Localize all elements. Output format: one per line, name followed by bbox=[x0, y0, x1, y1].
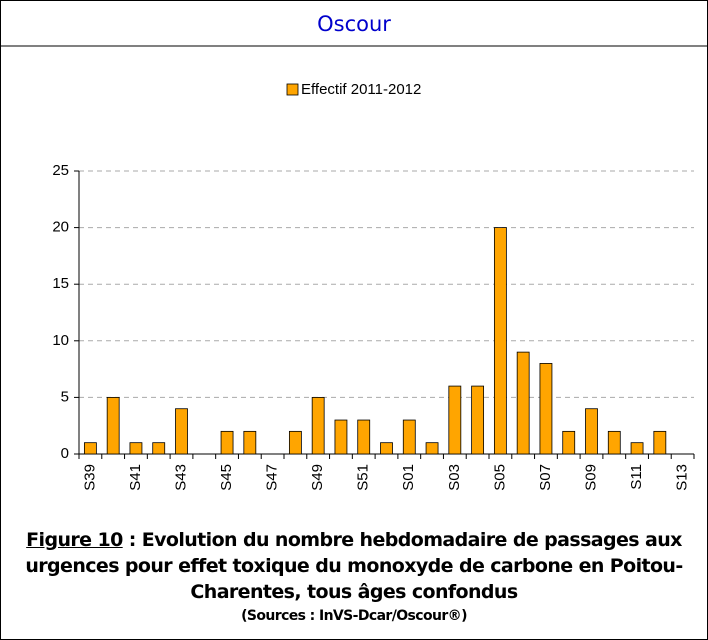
caption-text: : Evolution du nombre hebdomadaire de pa… bbox=[25, 529, 683, 603]
bar bbox=[607, 430, 621, 455]
bar bbox=[630, 442, 644, 455]
x-tick-label: S47 bbox=[264, 464, 281, 491]
y-tick-label: 10 bbox=[52, 332, 69, 349]
bar bbox=[129, 442, 143, 455]
bar bbox=[357, 419, 371, 455]
x-tick-label: S01 bbox=[400, 464, 417, 491]
bar bbox=[288, 430, 302, 455]
y-tick-label: 0 bbox=[61, 445, 69, 462]
figure-label: Figure 10 bbox=[26, 529, 123, 551]
bar bbox=[562, 430, 576, 455]
bar bbox=[220, 430, 234, 455]
x-tick-label: S51 bbox=[355, 464, 372, 491]
bar bbox=[175, 408, 188, 455]
caption: Figure 10 : Evolution du nombre hebdomad… bbox=[1, 527, 707, 605]
bar bbox=[516, 351, 530, 455]
bar bbox=[380, 442, 393, 455]
caption-source: (Sources : InVS-Dcar/Oscour®) bbox=[241, 608, 467, 624]
x-tick-label: S05 bbox=[491, 464, 508, 491]
x-tick-label: S11 bbox=[628, 464, 645, 490]
bar bbox=[152, 442, 166, 455]
bar bbox=[585, 408, 598, 455]
bar bbox=[83, 442, 97, 455]
x-tick-label: S49 bbox=[309, 464, 326, 491]
x-tick-label: S13 bbox=[674, 464, 691, 491]
header-title: Oscour bbox=[317, 12, 391, 36]
x-tick-label: S43 bbox=[172, 464, 189, 491]
x-tick-label: S41 bbox=[127, 464, 144, 491]
x-tick-label: S39 bbox=[81, 464, 98, 491]
bar bbox=[425, 442, 439, 455]
y-tick-label: 5 bbox=[61, 388, 69, 405]
bar bbox=[448, 385, 462, 455]
chart: Oscour 0 5 10 15 20 25 Effectif 2011-2012 S39 S4… bbox=[1, 12, 707, 491]
bar bbox=[334, 419, 348, 455]
legend-label: Effectif 2011-2012 bbox=[301, 81, 421, 98]
bar bbox=[471, 385, 485, 455]
x-tick-label: S07 bbox=[537, 464, 554, 491]
x-tick-label: S45 bbox=[218, 464, 235, 491]
bar bbox=[311, 396, 325, 455]
x-tick-label: S09 bbox=[582, 464, 599, 491]
y-tick-label: 15 bbox=[52, 275, 69, 292]
legend-swatch bbox=[286, 83, 299, 96]
bar bbox=[106, 396, 120, 455]
bar bbox=[653, 430, 667, 455]
bar bbox=[243, 430, 257, 455]
bar bbox=[493, 227, 507, 455]
bar bbox=[402, 419, 416, 455]
y-tick-label: 25 bbox=[52, 162, 69, 179]
y-tick-label: 20 bbox=[52, 219, 69, 236]
x-tick-label: S03 bbox=[446, 464, 463, 491]
bar bbox=[539, 363, 553, 455]
